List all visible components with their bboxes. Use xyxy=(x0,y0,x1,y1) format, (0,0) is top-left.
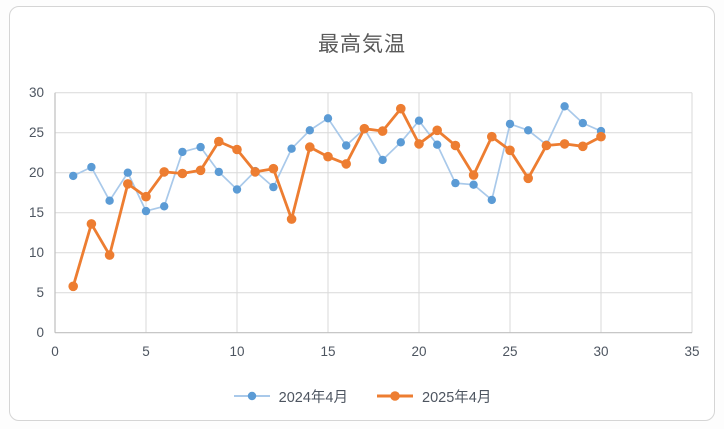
data-point-2025年4月 xyxy=(523,173,533,184)
y-axis-tick-label: 20 xyxy=(29,165,44,180)
data-point-2024年4月 xyxy=(160,202,169,211)
y-axis-tick-label: 0 xyxy=(36,325,44,340)
data-point-2025年4月 xyxy=(377,126,388,136)
data-point-2025年4月 xyxy=(305,142,315,152)
data-point-2024年4月 xyxy=(196,142,205,152)
data-point-2025年4月 xyxy=(578,141,588,152)
data-point-2025年4月 xyxy=(323,151,333,162)
data-point-2025年4月 xyxy=(195,165,206,176)
y-axis-tick-label: 25 xyxy=(29,125,44,140)
data-point-2024年4月 xyxy=(214,167,223,177)
x-axis-tick-label: 0 xyxy=(51,344,59,359)
data-point-2025年4月 xyxy=(414,139,424,149)
data-point-2024年4月 xyxy=(232,185,242,194)
legend-label-2025: 2025年4月 xyxy=(422,389,492,406)
x-axis-tick-label: 35 xyxy=(684,344,699,359)
data-point-2024年4月 xyxy=(451,178,460,188)
data-point-2024年4月 xyxy=(487,195,496,205)
y-axis-tick-label: 15 xyxy=(29,205,44,220)
legend-label-2024: 2024年4月 xyxy=(278,389,348,406)
data-point-2025年4月 xyxy=(468,170,479,180)
data-point-2024年4月 xyxy=(323,114,333,123)
series-line-2025年4月 xyxy=(71,107,603,288)
data-point-2024年4月 xyxy=(414,116,424,125)
data-point-2024年4月 xyxy=(141,206,151,216)
x-axis-tick-label: 25 xyxy=(502,344,517,359)
data-point-2025年4月 xyxy=(541,140,552,151)
legend-marker-2025-icon xyxy=(377,391,413,401)
data-point-2025年4月 xyxy=(396,103,406,114)
data-point-2024年4月 xyxy=(578,118,587,128)
data-point-2024年4月 xyxy=(524,126,533,135)
chart-frame[interactable] xyxy=(9,6,715,421)
x-axis-tick-label: 20 xyxy=(411,344,426,359)
data-point-2025年4月 xyxy=(596,131,606,142)
x-axis-tick-label: 10 xyxy=(229,344,244,359)
data-point-2025年4月 xyxy=(341,159,352,169)
data-point-2024年4月 xyxy=(105,196,114,205)
y-axis-tick-label: 5 xyxy=(36,285,44,300)
x-axis-tick-label: 30 xyxy=(593,344,608,359)
data-point-2025年4月 xyxy=(232,144,242,155)
data-point-2025年4月 xyxy=(141,191,151,202)
data-point-2024年4月 xyxy=(123,168,132,177)
x-axis-tick-label: 15 xyxy=(320,344,335,359)
data-point-2025年4月 xyxy=(123,179,133,189)
data-point-2025年4月 xyxy=(559,139,570,149)
data-point-2025年4月 xyxy=(86,219,97,229)
data-point-2025年4月 xyxy=(286,214,297,224)
data-point-2024年4月 xyxy=(342,141,351,150)
data-point-2024年4月 xyxy=(396,138,405,147)
data-point-2025年4月 xyxy=(359,123,370,134)
data-point-2025年4月 xyxy=(214,136,224,147)
data-point-2025年4月 xyxy=(177,168,188,179)
data-point-2025年4月 xyxy=(159,167,169,177)
data-point-2025年4月 xyxy=(268,163,279,174)
data-point-2024年4月 xyxy=(87,162,96,172)
series-line-2024年4月 xyxy=(72,105,602,212)
legend-item-2025[interactable]: 2025年4月 xyxy=(376,386,491,407)
x-axis-tick-label: 5 xyxy=(142,344,150,359)
data-point-2025年4月 xyxy=(505,145,515,156)
data-point-2025年4月 xyxy=(250,167,260,177)
chart-title: 最高気温 xyxy=(318,33,406,56)
data-point-2024年4月 xyxy=(560,102,569,111)
y-axis-tick-label: 10 xyxy=(29,245,44,260)
data-point-2024年4月 xyxy=(469,180,478,189)
data-point-2025年4月 xyxy=(68,281,78,292)
data-point-2024年4月 xyxy=(305,126,314,135)
data-point-2025年4月 xyxy=(450,140,461,151)
chart-legend: 2024年4月 2025年4月 xyxy=(0,386,724,406)
data-point-2024年4月 xyxy=(378,155,387,165)
data-point-2024年4月 xyxy=(287,144,296,153)
data-point-2024年4月 xyxy=(433,140,442,149)
data-point-2024年4月 xyxy=(505,119,515,129)
legend-marker-2024-icon xyxy=(233,391,270,401)
legend-item-2024[interactable]: 2024年4月 xyxy=(233,386,348,407)
data-point-2025年4月 xyxy=(487,131,497,142)
data-point-2024年4月 xyxy=(269,182,278,192)
y-axis-tick-label: 30 xyxy=(29,85,44,100)
data-point-2025年4月 xyxy=(432,125,443,136)
data-point-2024年4月 xyxy=(178,147,187,157)
data-point-2025年4月 xyxy=(104,250,115,260)
data-point-2024年4月 xyxy=(69,171,78,181)
